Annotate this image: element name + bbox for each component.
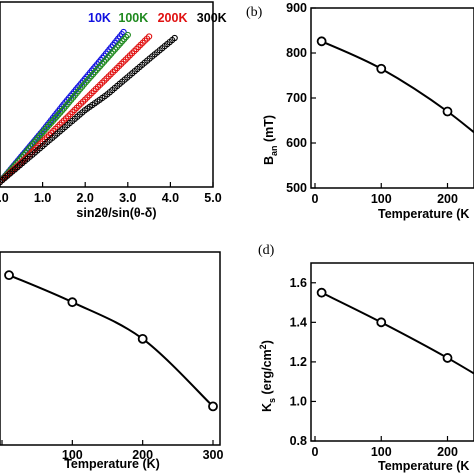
panel-d-ytick-label: 1.2 <box>290 355 307 369</box>
panel-b-data-point <box>316 36 327 47</box>
panel-c-data-point <box>137 333 148 344</box>
panel-a-xtick-label: 4.0 <box>162 191 179 205</box>
panel-d-ytick-label: 1.4 <box>290 315 307 329</box>
panel-c-data-point <box>4 270 14 281</box>
panel-b-xtick-label: 0 <box>312 192 319 206</box>
panel-c-series-group <box>4 270 218 412</box>
panel-d-frame <box>310 262 474 442</box>
panel-b-ytick-label: 800 <box>286 46 307 60</box>
panel-d-xlabel: Temperature (K <box>378 459 469 473</box>
panel-b-ytick-label: 500 <box>286 181 307 195</box>
panel-c-xlabel: Temperature (K) <box>64 457 160 471</box>
panel-c-xtick-label: 100 <box>62 448 83 462</box>
panel-b-xtick-label: 200 <box>437 192 458 206</box>
panel-d-ytick-label: 1.0 <box>290 394 307 408</box>
panel-c-xtick-label: 200 <box>132 448 153 462</box>
panel-c: 100 200 300 Temperature (K) <box>0 251 224 471</box>
panel-a-legend: 10K 100K 200K 300K <box>88 11 227 25</box>
panel-a-data-point <box>145 33 153 40</box>
panel-b-series-line <box>321 40 474 134</box>
panel-b-ylabel: Ban (mT) <box>262 115 279 165</box>
panel-a-data-point <box>124 31 131 39</box>
legend-entry-10K: 10K <box>88 11 111 25</box>
panel-c-series-line <box>8 274 214 408</box>
panel-b-data-point <box>376 63 387 74</box>
panel-d-ytick-label: 1.6 <box>290 276 307 290</box>
panel-c-frame <box>0 251 221 446</box>
panel-a-frame <box>0 1 214 188</box>
panel-c-xtick-label: 300 <box>203 448 224 462</box>
panel-d-label: (d) <box>258 243 275 258</box>
panel-a-xlabel: sin2θ/sin(θ-δ) <box>76 206 156 220</box>
legend-entry-300K: 300K <box>197 11 227 25</box>
panel-d-xtick-label: 200 <box>437 445 458 459</box>
panel-b-ytick-label: 600 <box>286 136 307 150</box>
panel-d-ytick-label: 0.8 <box>290 434 307 448</box>
panel-b-frame <box>310 7 474 189</box>
panel-a-xtick-label: 5.0 <box>204 191 221 205</box>
panel-a-xtick-label: 0.0 <box>0 191 9 205</box>
panel-b-ytick-label: 900 <box>286 1 307 15</box>
panel-a-xtick-label: 2.0 <box>77 191 94 205</box>
panel-a-xtick-label: 1.0 <box>34 191 51 205</box>
panel-b-series-group <box>316 36 474 134</box>
panel-b-data-point <box>442 106 453 117</box>
panel-d-ylabel: Ks (erg/cm2) <box>258 340 277 412</box>
panel-d: 0 100 200 0.8 1.0 1.2 1.4 1.6 (d) Temperature (K K… <box>258 243 474 473</box>
panel-b-xtick-label: 100 <box>371 192 392 206</box>
panel-a: 0.0 1.0 2.0 3.0 4.0 5.0 10K 100K 200K 300K sin2θ/s… <box>0 1 227 220</box>
panel-a-data-point <box>171 34 178 42</box>
legend-entry-100K: 100K <box>118 11 148 25</box>
panel-d-data-point <box>376 317 387 328</box>
panel-b-label: (b) <box>246 5 263 20</box>
panel-d-series-line <box>321 291 474 375</box>
panel-a-data-point <box>120 28 127 36</box>
panel-b-ytick-label: 700 <box>286 91 307 105</box>
panel-c-data-point <box>67 297 78 308</box>
panel-d-data-point <box>316 287 327 298</box>
panel-d-xtick-label: 0 <box>312 445 319 459</box>
panel-b-xlabel: Temperature (K <box>378 207 469 221</box>
panel-a-series-300K <box>0 34 178 186</box>
legend-entry-200K: 200K <box>158 11 188 25</box>
panel-a-xtick-label: 3.0 <box>119 191 136 205</box>
panel-b: 0 100 200 500 600 700 800 900 (b) Temperature (K B… <box>246 1 474 221</box>
panel-c-data-point <box>208 401 218 412</box>
panel-d-data-point <box>442 353 453 363</box>
panel-d-xtick-label: 100 <box>371 445 392 459</box>
panel-d-series-group <box>316 287 474 375</box>
